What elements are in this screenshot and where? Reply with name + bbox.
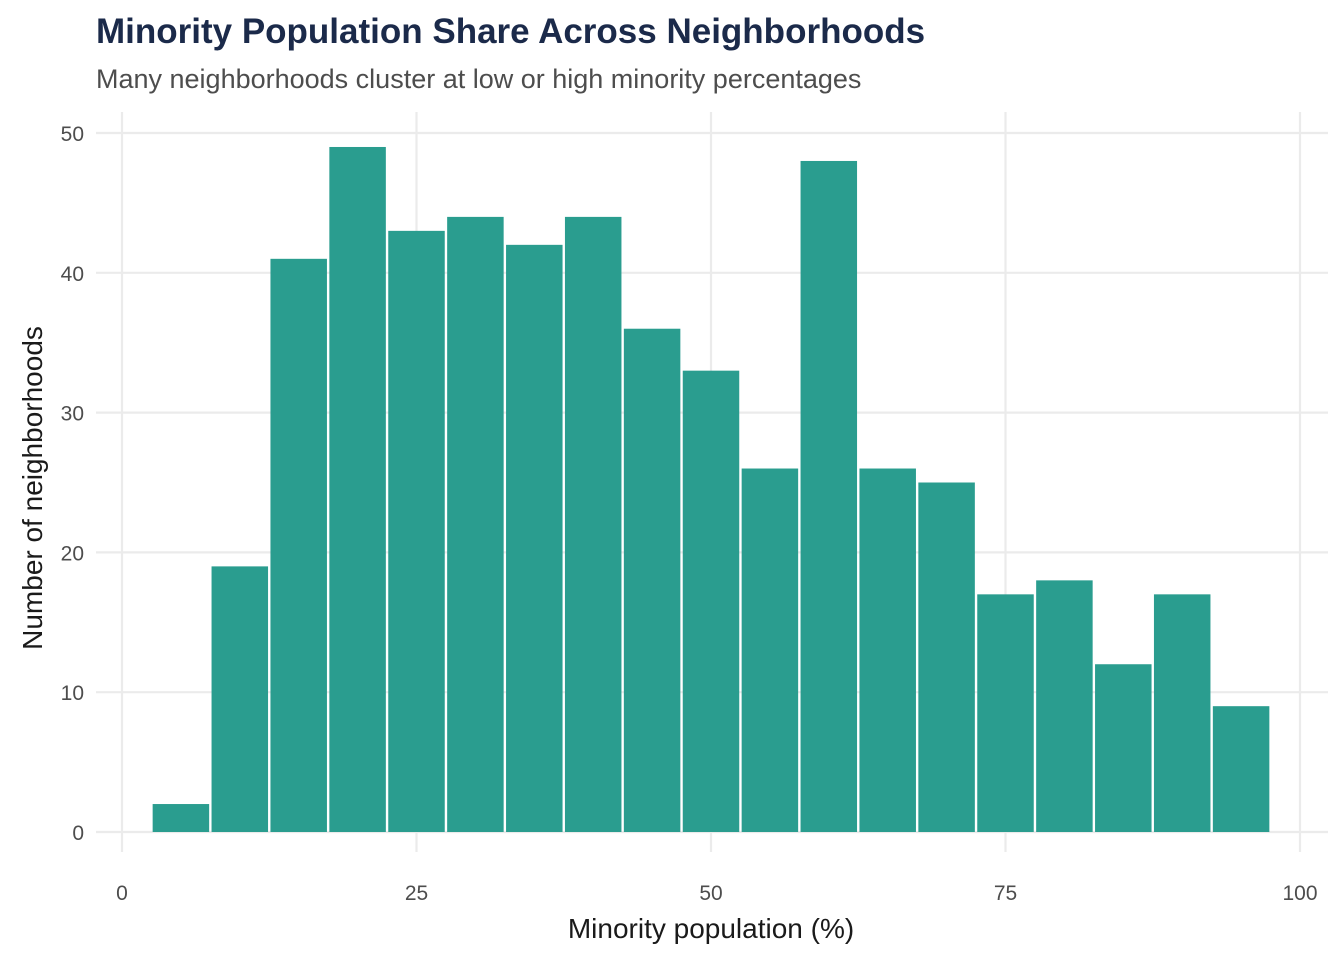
histogram-bar	[564, 216, 622, 832]
histogram-bar	[506, 244, 563, 833]
x-axis-ticks: 0 25 50 75 100	[116, 882, 1317, 905]
x-tick-label: 75	[994, 882, 1017, 905]
histogram-bar	[388, 230, 445, 833]
histogram-bar	[623, 328, 681, 832]
histogram-bar	[1153, 594, 1211, 832]
histogram-bar	[447, 216, 504, 832]
y-tick-label: 10	[61, 682, 84, 705]
x-tick-label: 0	[116, 882, 128, 905]
histogram-bar	[918, 482, 975, 832]
histogram-bar	[211, 566, 269, 832]
chart-title: Minority Population Share Across Neighbo…	[96, 12, 926, 51]
x-axis-label: Minority population (%)	[568, 913, 854, 944]
histogram-bar	[152, 804, 210, 832]
histogram-bar	[682, 370, 740, 832]
x-tick-label: 50	[699, 882, 722, 905]
histogram-bar	[270, 258, 327, 832]
histogram-bar	[1212, 706, 1270, 832]
y-tick-label: 20	[61, 542, 84, 565]
histogram-bar	[741, 468, 799, 832]
histogram-bar	[859, 468, 916, 832]
bars	[152, 146, 1270, 833]
x-tick-label: 100	[1282, 882, 1317, 905]
histogram-bar	[800, 160, 858, 832]
x-tick-label: 25	[405, 882, 428, 905]
histogram-bar	[977, 594, 1034, 832]
y-tick-label: 50	[61, 123, 84, 146]
y-axis-label: Number of neighborhoods	[17, 326, 48, 650]
y-tick-label: 40	[61, 263, 84, 286]
y-tick-label: 0	[72, 822, 84, 845]
histogram-bar	[1036, 580, 1093, 832]
chart-subtitle: Many neighborhoods cluster at low or hig…	[96, 64, 862, 94]
histogram-bar	[1095, 664, 1152, 832]
histogram-bar	[329, 146, 386, 833]
y-tick-label: 30	[61, 403, 84, 426]
y-axis-ticks: 0 10 20 30 40 50	[61, 123, 84, 845]
